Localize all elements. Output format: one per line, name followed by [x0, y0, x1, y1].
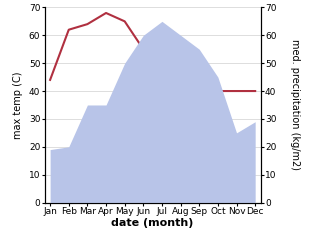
Y-axis label: max temp (C): max temp (C)	[13, 71, 23, 139]
Y-axis label: med. precipitation (kg/m2): med. precipitation (kg/m2)	[290, 40, 300, 170]
X-axis label: date (month): date (month)	[111, 219, 194, 228]
